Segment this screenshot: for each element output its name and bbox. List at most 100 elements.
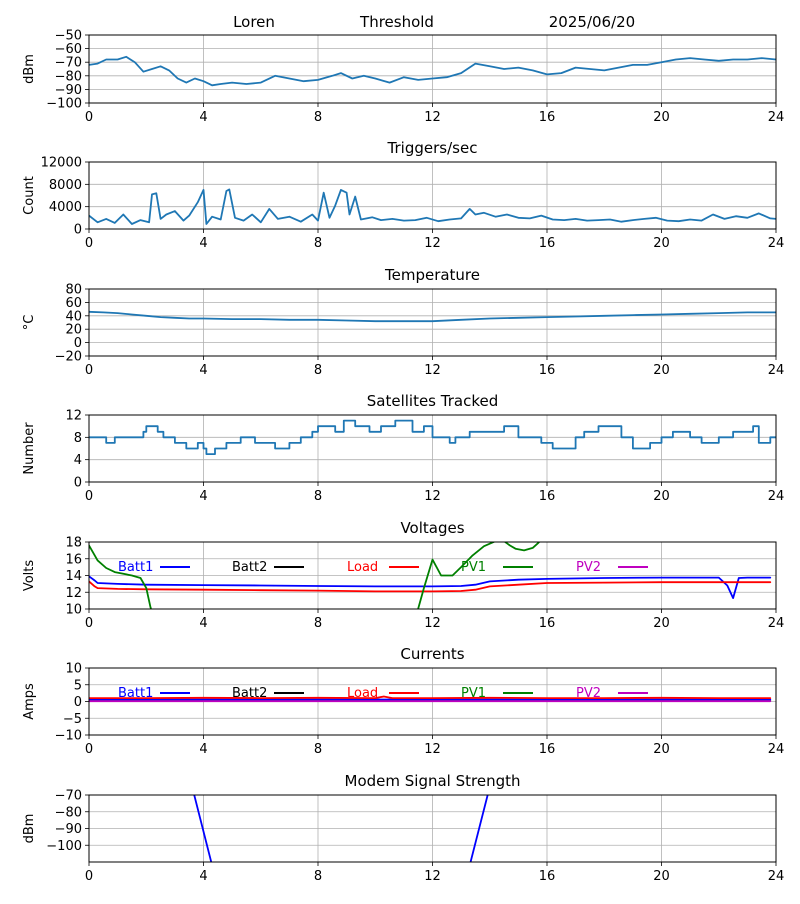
chart-title: Temperature: [384, 266, 480, 284]
plot-frame: [88, 414, 777, 483]
x-tick-label: 8: [314, 236, 322, 251]
legend-label: Batt2: [232, 560, 267, 575]
y-tick-label: 10: [65, 662, 82, 677]
chart-satellites: 0 4 8 12 16 20 24 0 4 8 12 Satellites Tracked Number: [22, 392, 784, 504]
x-tick-label: 8: [314, 489, 322, 504]
x-tick-label: 24: [768, 110, 785, 125]
y-axis-label: dBm: [22, 814, 37, 844]
y-tick-label: 0: [74, 476, 82, 491]
x-tick-label: 20: [653, 742, 670, 757]
series-line-load: [89, 695, 772, 699]
chart-threshold: 0 4 8 12 16 20 24 −100−90−80−70−60−50 dBm: [22, 29, 784, 126]
legend-label: Batt2: [232, 686, 267, 701]
x-tick-label: 12: [424, 616, 441, 631]
x-tick-label: 0: [85, 616, 93, 631]
y-tick-label: 40: [65, 309, 82, 324]
x-tick-label: 4: [199, 110, 207, 125]
y-tick-label: −20: [55, 350, 82, 365]
plot-frame: [88, 667, 777, 736]
plot-frame: [88, 288, 777, 357]
series-line-load: [89, 580, 772, 593]
chart-triggers: 0 4 8 12 16 20 24 0 4000 8000 12000 Triggers/sec Cou…: [22, 139, 784, 251]
series-line: [193, 795, 213, 862]
y-tick-label: 4000: [49, 200, 82, 215]
y-tick-label: −80: [55, 69, 82, 84]
series-line: [89, 419, 776, 456]
y-tick-label: 16: [65, 552, 82, 567]
x-tick-label: 12: [424, 110, 441, 125]
x-tick-label: 24: [768, 742, 785, 757]
y-axis-label: Amps: [22, 683, 37, 720]
x-tick-label: 16: [539, 489, 556, 504]
series-line-pv1: [89, 542, 541, 609]
y-tick-label: −10: [55, 729, 82, 744]
y-tick-label: 60: [65, 296, 82, 311]
legend-label: Batt1: [118, 560, 153, 575]
x-tick-label: 4: [199, 489, 207, 504]
chart-title: Satellites Tracked: [367, 392, 498, 410]
x-tick-label: 12: [424, 236, 441, 251]
x-tick-label: 8: [314, 869, 322, 884]
y-tick-label: −50: [55, 29, 82, 44]
x-tick-label: 8: [314, 110, 322, 125]
legend-label: PV2: [576, 686, 601, 701]
chart-modem: 0 4 8 12 16 20 24 −100 −90 −80−70 Modem Signal Str…: [22, 772, 784, 884]
x-tick-label: 4: [199, 616, 207, 631]
legend-label: PV1: [461, 686, 486, 701]
y-tick-label: 0: [74, 695, 82, 710]
legend-label: Load: [347, 560, 378, 575]
y-tick-label: −100: [46, 839, 82, 854]
x-tick-label: 0: [85, 363, 93, 378]
chart-title: Modem Signal Strength: [345, 772, 521, 790]
y-tick-label: 12000: [41, 156, 82, 171]
series-line: [89, 188, 776, 225]
x-tick-label: 20: [653, 236, 670, 251]
y-tick-label: −70: [55, 56, 82, 71]
series-line-batt1: [89, 575, 772, 599]
y-tick-label: 0: [74, 336, 82, 351]
series-line: [89, 310, 776, 323]
x-tick-label: 20: [653, 110, 670, 125]
legend-label: Batt1: [118, 686, 153, 701]
x-tick-label: 16: [539, 110, 556, 125]
series-line: [469, 795, 489, 862]
x-tick-label: 8: [314, 363, 322, 378]
y-tick-label: 5: [74, 678, 82, 693]
legend-label: Load: [347, 686, 378, 701]
y-tick-label: 4: [74, 453, 82, 468]
y-tick-label: 8000: [49, 178, 82, 193]
x-tick-label: 12: [424, 742, 441, 757]
y-axis-label: Count: [22, 176, 37, 215]
x-tick-label: 20: [653, 363, 670, 378]
y-tick-label: −60: [55, 42, 82, 57]
y-tick-label: −80: [55, 805, 82, 820]
y-axis-label: Number: [22, 422, 37, 475]
chart-title: Voltages: [400, 519, 464, 537]
x-tick-label: 12: [424, 363, 441, 378]
x-tick-label: 24: [768, 489, 785, 504]
y-tick-label: 80: [65, 283, 82, 298]
y-tick-label: −90: [55, 822, 82, 837]
y-tick-label: −90: [55, 83, 82, 98]
x-tick-label: 16: [539, 869, 556, 884]
x-tick-label: 4: [199, 742, 207, 757]
y-tick-label: 10: [65, 603, 82, 618]
x-tick-label: 8: [314, 742, 322, 757]
x-tick-label: 0: [85, 236, 93, 251]
legend-label: PV1: [461, 560, 486, 575]
plot-frame: [88, 541, 777, 610]
x-tick-label: 4: [199, 869, 207, 884]
y-tick-label: 0: [74, 223, 82, 238]
x-tick-label: 12: [424, 489, 441, 504]
y-axis-label: dBm: [22, 54, 37, 84]
y-tick-label: 14: [65, 569, 82, 584]
x-tick-label: 12: [424, 869, 441, 884]
y-tick-label: 12: [65, 409, 82, 424]
y-axis-label: °C: [22, 315, 37, 331]
x-tick-label: 16: [539, 742, 556, 757]
plot-frame: [88, 794, 777, 863]
x-tick-label: 20: [653, 869, 670, 884]
